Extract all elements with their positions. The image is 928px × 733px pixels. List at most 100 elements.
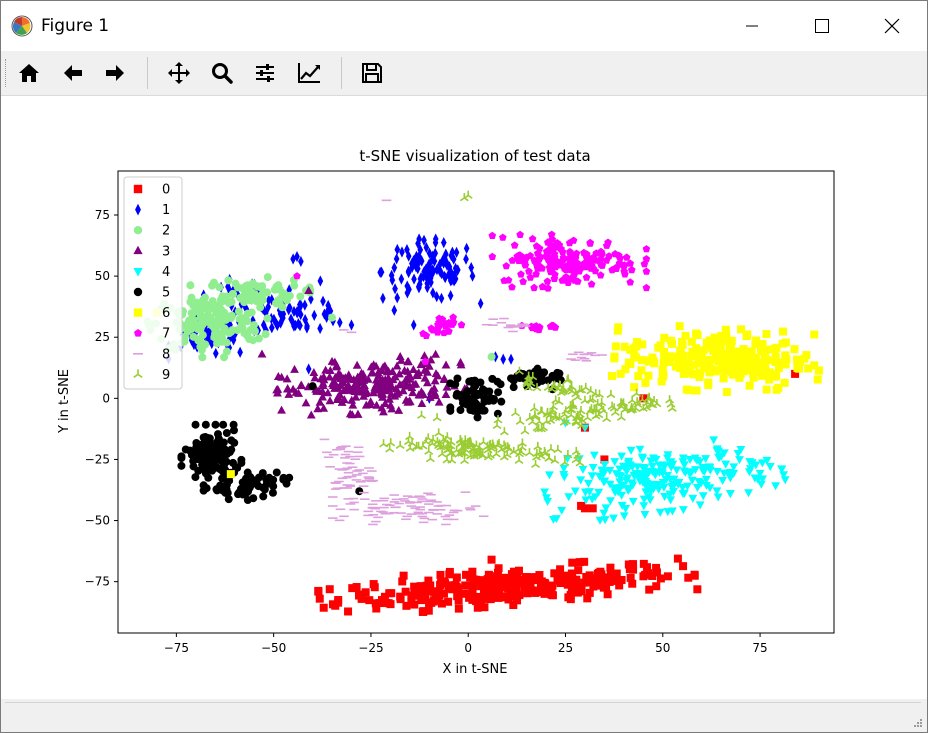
- edit-axis-button[interactable]: [291, 55, 327, 91]
- data-point-class-7: [544, 246, 553, 254]
- data-point-class-3: [417, 399, 427, 408]
- data-point-class-1: [453, 246, 460, 258]
- data-point-class-3: [403, 397, 413, 406]
- data-point-class-6: [745, 381, 754, 390]
- data-point-class-4: [605, 480, 615, 489]
- data-point-class-4: [638, 463, 648, 472]
- data-point-class-4: [688, 494, 698, 503]
- data-point-class-9: [649, 396, 659, 405]
- data-point-class-5: [201, 420, 210, 429]
- data-point-class-9: [405, 431, 415, 441]
- data-point-class-6: [685, 369, 694, 378]
- data-point-class-0: [468, 567, 477, 576]
- data-point-class-7: [532, 270, 540, 278]
- data-point-class-6: [658, 365, 667, 374]
- minimize-button[interactable]: [717, 1, 787, 51]
- data-point-class-2: [234, 307, 243, 316]
- data-point-class-6: [794, 364, 803, 373]
- data-point-class-0: [519, 578, 528, 587]
- series-0-points: [314, 369, 800, 616]
- data-point-class-9: [455, 435, 465, 444]
- data-point-class-3: [332, 394, 342, 403]
- data-point-class-0: [424, 606, 433, 615]
- data-point-class-1: [290, 318, 297, 330]
- figure-canvas[interactable]: t-SNE visualization of test data X in t-…: [1, 96, 927, 699]
- toolbar-grip[interactable]: [5, 59, 8, 87]
- data-point-class-1: [242, 302, 249, 314]
- data-point-class-7: [596, 271, 605, 279]
- data-point-class-9: [575, 385, 585, 394]
- data-point-class-4: [570, 487, 580, 496]
- back-button[interactable]: [55, 55, 91, 91]
- data-point-class-4: [564, 493, 574, 502]
- data-point-class-0: [588, 577, 597, 586]
- series-9-points: [379, 190, 677, 468]
- data-point-class-3: [392, 361, 402, 370]
- data-point-class-6: [713, 366, 722, 375]
- data-point-class-6: [751, 353, 760, 362]
- data-point-class-6: [725, 343, 734, 352]
- data-point-class-1: [298, 255, 304, 268]
- pan-button[interactable]: [161, 55, 197, 91]
- data-point-class-6: [751, 367, 760, 376]
- data-point-class-0: [507, 570, 516, 579]
- data-point-class-6: [751, 340, 760, 349]
- data-point-class-2: [237, 284, 246, 293]
- data-point-class-6: [782, 355, 791, 364]
- data-point-class-4: [687, 476, 697, 485]
- data-point-class-5: [268, 488, 277, 497]
- data-point-class-3: [290, 364, 299, 373]
- data-point-class-7: [605, 252, 613, 260]
- maximize-button[interactable]: [787, 1, 857, 51]
- data-point-class-6: [774, 383, 783, 392]
- data-point-class-9: [555, 381, 565, 390]
- data-point-class-3: [338, 378, 348, 387]
- data-point-class-7: [626, 278, 634, 286]
- data-point-class-6: [712, 353, 721, 362]
- data-point-class-6: [739, 367, 748, 376]
- data-point-class-4: [721, 460, 731, 469]
- data-point-class-0: [679, 562, 688, 571]
- zoom-button[interactable]: [204, 55, 240, 91]
- data-point-class-3: [423, 367, 432, 376]
- data-point-class-2: [204, 315, 213, 324]
- title-bar[interactable]: Figure 1: [1, 1, 927, 51]
- data-point-class-6: [634, 372, 643, 381]
- x-tick-label: −25: [358, 641, 383, 655]
- data-point-class-1: [416, 282, 422, 294]
- y-axis-label: Y in t-SNE: [57, 369, 72, 434]
- data-point-class-9: [597, 397, 607, 407]
- data-point-class-4: [678, 506, 688, 515]
- data-point-class-0: [574, 566, 583, 575]
- close-button[interactable]: [857, 1, 927, 51]
- data-point-class-4: [629, 471, 639, 480]
- forward-button[interactable]: [97, 55, 133, 91]
- data-point-class-5: [218, 467, 227, 476]
- data-point-class-9: [437, 449, 447, 458]
- data-point-class-7: [504, 276, 513, 284]
- data-point-class-6: [757, 360, 766, 369]
- home-button[interactable]: [11, 55, 47, 91]
- resize-grip-icon[interactable]: [913, 718, 923, 728]
- data-point-class-4: [606, 497, 615, 506]
- data-point-class-4: [733, 449, 743, 458]
- data-point-class-5: [204, 440, 213, 449]
- data-point-class-9: [628, 404, 638, 414]
- data-point-class-1: [450, 253, 457, 265]
- data-point-class-1: [421, 234, 427, 246]
- data-point-class-2: [225, 329, 234, 338]
- data-point-class-6: [644, 371, 653, 380]
- configure-subplots-button[interactable]: [247, 55, 283, 91]
- data-point-class-4: [666, 496, 676, 505]
- data-point-class-4: [616, 472, 626, 481]
- data-point-class-6: [676, 347, 685, 356]
- data-point-class-6: [687, 337, 696, 346]
- data-point-class-5: [229, 426, 238, 435]
- data-point-class-7: [542, 252, 550, 260]
- data-point-class-6: [810, 330, 819, 339]
- data-point-class-5: [533, 364, 542, 373]
- save-button[interactable]: [354, 55, 390, 91]
- data-point-class-1: [410, 319, 417, 331]
- data-point-class-6: [660, 347, 669, 356]
- data-point-class-9: [491, 449, 501, 458]
